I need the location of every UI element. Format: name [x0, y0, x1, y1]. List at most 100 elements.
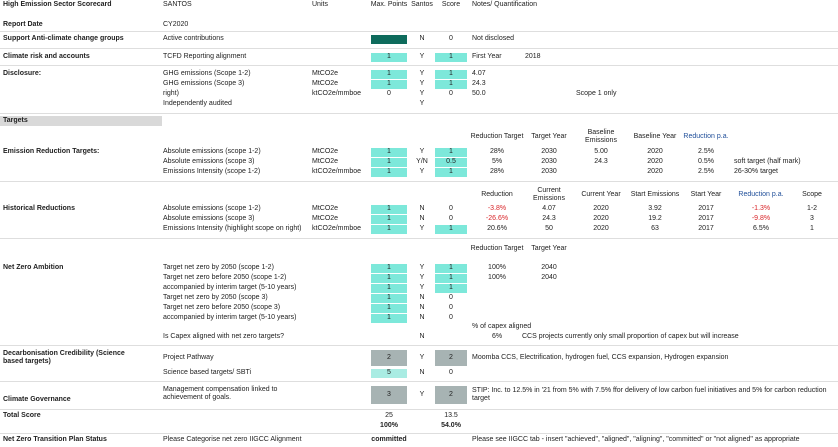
- cell-text: 3: [810, 215, 814, 222]
- row-divider: [0, 181, 838, 182]
- row-label: Climate Governance: [3, 396, 71, 403]
- note: Not disclosed: [472, 35, 515, 42]
- cell-text: 19.2: [648, 215, 662, 222]
- column-header: Target Year: [531, 245, 567, 252]
- score-box: 1: [371, 147, 407, 157]
- cell-text: 2030: [541, 168, 557, 175]
- score-box: 1: [371, 313, 407, 323]
- item-label: Target net zero before 2050 (scope 3): [163, 304, 281, 311]
- score-box: 1: [435, 69, 467, 79]
- row-divider: [0, 345, 838, 346]
- santos-answer: N: [419, 333, 425, 340]
- cell-text: 2018: [525, 53, 541, 60]
- row-divider: [0, 113, 838, 114]
- cell-text: 20.6%: [487, 225, 507, 232]
- cell-text: 2017: [698, 205, 714, 212]
- column-header: Notes/ Quantification: [472, 1, 537, 8]
- cell-text: 24.3: [594, 158, 608, 165]
- score-box: 1: [371, 167, 407, 177]
- cell-text: 24.3: [472, 80, 486, 87]
- units: MtCO2e: [312, 70, 339, 77]
- cell-text: 2020: [647, 168, 663, 175]
- cell-text: 5.00: [594, 148, 608, 155]
- score-box: 1: [371, 52, 407, 62]
- column-header: Current Emissions: [533, 187, 565, 202]
- column-header: Scope: [802, 191, 822, 198]
- santos-answer: N: [419, 314, 425, 321]
- column-header: Baseline Year: [633, 133, 677, 140]
- cell-text: 2040: [541, 274, 557, 281]
- cell-text: 6.5%: [753, 225, 769, 232]
- item-label: Independently audited: [163, 100, 232, 107]
- cell-text: 25: [385, 412, 393, 419]
- score-box: 1: [371, 263, 407, 273]
- cell-text: -3.8%: [487, 205, 507, 212]
- santos-answer: Y: [419, 225, 425, 232]
- column-header: Start Year: [690, 191, 722, 198]
- column-header: Target Year: [531, 133, 567, 140]
- note: First Year: [472, 53, 502, 60]
- santos-answer: Y: [419, 264, 425, 271]
- cell-text: 54.0%: [441, 422, 461, 429]
- cell-text: 0: [449, 304, 453, 311]
- sheet-title: High Emission Sector Scorecard: [3, 1, 112, 8]
- score-box: 1: [435, 167, 467, 177]
- note: soft target (half mark): [734, 158, 801, 165]
- item-label: Absolute emissions (scope 3): [163, 158, 255, 165]
- cell-text: 2020: [647, 158, 663, 165]
- row-label: Emission Reduction Targets:: [3, 148, 100, 155]
- item-label: Please Categorise net zero IIGCC Alignme…: [163, 436, 302, 443]
- cell-text: 0: [449, 314, 453, 321]
- score-box: 1: [371, 204, 407, 214]
- score-box: 1: [371, 157, 407, 167]
- cell-text: 2.5%: [698, 148, 714, 155]
- score-box: 1: [435, 147, 467, 157]
- cell-text: 2020: [593, 205, 609, 212]
- units: MtCO2e: [312, 148, 339, 155]
- cell-text: 2030: [541, 158, 557, 165]
- score-box: 1: [371, 214, 407, 224]
- score-box: 5: [371, 368, 407, 378]
- cell-text: 1: [810, 225, 814, 232]
- row-label: Climate risk and accounts: [3, 53, 90, 60]
- row-label: Report Date: [3, 21, 43, 28]
- item-label: Emissions Intensity (highlight scope on …: [163, 225, 302, 232]
- column-header: Reduction Target: [470, 245, 524, 252]
- item-label: Absolute emissions (scope 1-2): [163, 205, 261, 212]
- santos-answer: N: [419, 369, 425, 376]
- score-box: 1: [371, 303, 407, 313]
- item-label: TCFD Reporting alignment: [163, 53, 247, 60]
- section-heading: Targets: [3, 117, 28, 124]
- item-label: Target net zero before 2050 (scope 1-2): [163, 274, 287, 281]
- row-label: Net Zero Ambition: [3, 264, 64, 271]
- santos-answer: Y: [419, 274, 425, 281]
- column-header: Baseline Emissions: [585, 129, 617, 144]
- cell-text: CY2020: [163, 21, 189, 28]
- santos-answer: Y: [419, 70, 425, 77]
- units: MtCO2e: [312, 80, 339, 87]
- item-label: Emissions Intensity (scope 1-2): [163, 168, 261, 175]
- cell-text: 100%: [488, 274, 506, 281]
- column-header: Reduction p.a.: [738, 191, 784, 198]
- note: Moomba CCS, Electrification, hydrogen fu…: [472, 354, 729, 361]
- note: % of capex aligned: [472, 323, 532, 330]
- item-label: accompanied by interim target (5-10 year…: [163, 314, 297, 321]
- score-box: 0.5: [435, 157, 467, 167]
- note: Scope 1 only: [576, 90, 617, 97]
- units: MtCO2e: [312, 215, 339, 222]
- item-label: Science based targets/ SBTi: [163, 369, 252, 376]
- row-divider: [0, 433, 838, 434]
- note: STIP: Inc. to 12.5% in '21 from 5% with …: [472, 387, 827, 402]
- cell-text: 50.0: [472, 90, 486, 97]
- cell-text: 2040: [541, 264, 557, 271]
- row-label: Historical Reductions: [3, 205, 75, 212]
- row-label: Disclosure:: [3, 70, 42, 77]
- item-label: Management compensation linked to achiev…: [163, 386, 278, 401]
- item-label: Absolute emissions (scope 3): [163, 215, 255, 222]
- column-header: Score: [441, 1, 461, 8]
- cell-text: 2020: [647, 148, 663, 155]
- cell-text: 1-2: [806, 205, 818, 212]
- score-box: 1: [371, 283, 407, 293]
- score-box: 1: [435, 283, 467, 293]
- score-box: 3: [371, 386, 407, 404]
